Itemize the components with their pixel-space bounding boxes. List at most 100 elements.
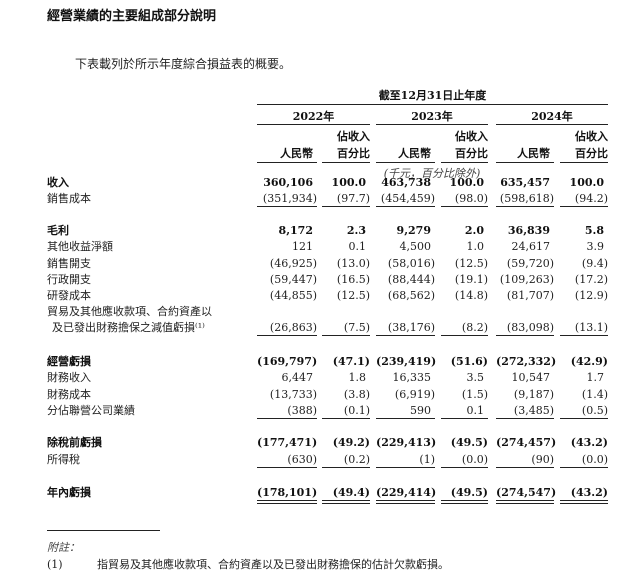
row-label: 行政開支 <box>47 273 91 286</box>
pct-col-header: 佔收入 <box>337 130 370 143</box>
total-double-rule <box>560 500 608 504</box>
intro-text: 下表載列於所示年度綜合損益表的概要。 <box>75 57 292 71</box>
column-header-rule <box>496 162 554 163</box>
column-header-rule <box>376 162 435 163</box>
table-cell: 100.0 <box>331 176 366 189</box>
row-label: 財務收入 <box>47 371 91 384</box>
table-cell: 2.3 <box>346 224 366 237</box>
table-cell: (109,263) <box>499 273 554 286</box>
table-cell: (83,098) <box>506 321 554 334</box>
row-label: 貿易及其他應收款項、合約資產以 <box>47 305 212 318</box>
table-cell: (274,457) <box>496 436 557 449</box>
subtotal-rule <box>322 335 370 336</box>
subtotal-rule <box>560 467 608 468</box>
table-cell: (47.1) <box>332 355 370 368</box>
rmb-col-header: 人民幣 <box>517 147 550 160</box>
table-cell: 24,617 <box>511 240 551 253</box>
unit-note: (千元，百分比除外) <box>383 167 481 180</box>
table-cell: 8,172 <box>278 224 313 237</box>
table-cell: 635,457 <box>500 176 550 189</box>
pct-col-header: 百分比 <box>337 147 370 160</box>
table-cell: (26,863) <box>269 321 317 334</box>
table-cell: (274,547) <box>496 486 557 499</box>
table-cell: (1.4) <box>581 388 608 401</box>
row-label: 財務成本 <box>47 388 91 401</box>
period-header: 截至12月31日止年度 <box>378 89 487 102</box>
table-cell: 10,547 <box>511 371 551 384</box>
table-cell: (90) <box>531 453 554 466</box>
table-cell: (14.8) <box>454 289 488 302</box>
table-cell: (97.7) <box>336 192 370 205</box>
section-title: 經營業績的主要組成部分說明 <box>47 9 217 24</box>
table-cell: (0.2) <box>343 453 370 466</box>
row-label: 銷售成本 <box>47 192 91 205</box>
table-cell: (68,562) <box>387 289 435 302</box>
table-cell: 1.7 <box>586 371 605 384</box>
table-cell: 1.8 <box>348 371 367 384</box>
table-cell: (9.4) <box>581 257 608 270</box>
column-header-rule <box>441 162 488 163</box>
subtotal-rule <box>376 335 435 336</box>
table-cell: (49.5) <box>450 436 488 449</box>
row-label: 分佔聯營公司業績 <box>47 404 135 417</box>
table-cell: 3.5 <box>466 371 485 384</box>
table-cell: (49.5) <box>450 486 488 499</box>
column-header-rule <box>322 162 370 163</box>
table-cell: 1.0 <box>466 240 485 253</box>
table-cell: (229,414) <box>376 486 437 499</box>
column-header-rule <box>560 162 608 163</box>
total-double-rule <box>376 500 435 504</box>
table-cell: (7.5) <box>343 321 370 334</box>
table-cell: 16,335 <box>392 371 432 384</box>
table-cell: 36,839 <box>507 224 550 237</box>
table-cell: (12.5) <box>454 257 488 270</box>
total-double-rule <box>257 500 317 504</box>
table-cell: (42.9) <box>570 355 608 368</box>
table-cell: (88,444) <box>387 273 435 286</box>
year-rule <box>376 124 488 125</box>
row-label: 研發成本 <box>47 289 91 302</box>
table-cell: (38,176) <box>387 321 435 334</box>
row-label: 所得稅 <box>47 453 80 466</box>
year-rule <box>496 124 608 125</box>
table-cell: (59,720) <box>506 257 554 270</box>
table-cell: 100.0 <box>569 176 604 189</box>
table-cell: 9,279 <box>396 224 431 237</box>
table-cell: (94.2) <box>574 192 608 205</box>
table-cell: (1) <box>419 453 435 466</box>
table-cell: (0.0) <box>461 453 488 466</box>
table-cell: (43.2) <box>570 486 608 499</box>
table-cell: (3,485) <box>513 404 554 417</box>
total-double-rule <box>441 500 488 504</box>
table-cell: (81,707) <box>506 289 554 302</box>
table-cell: (17.2) <box>574 273 608 286</box>
table-cell: (16.5) <box>336 273 370 286</box>
subtotal-rule <box>560 335 608 336</box>
table-cell: (19.1) <box>454 273 488 286</box>
subtotal-rule <box>257 418 317 419</box>
table-cell: (3.8) <box>343 388 370 401</box>
subtotal-rule <box>441 335 488 336</box>
note-text: 指貿易及其他應收款項、合約資產以及已發出財務擔保的估計欠款虧損。 <box>97 558 449 571</box>
pct-col-header: 佔收入 <box>575 130 608 143</box>
table-cell: (51.6) <box>450 355 488 368</box>
table-cell: 6,447 <box>281 371 314 384</box>
table-cell: (0.1) <box>343 404 370 417</box>
pct-col-header: 佔收入 <box>455 130 488 143</box>
subtotal-rule <box>376 467 435 468</box>
row-label: 經營虧損 <box>47 355 91 368</box>
table-cell: (178,101) <box>257 486 318 499</box>
subtotal-rule <box>322 418 370 419</box>
table-cell: (13.0) <box>336 257 370 270</box>
table-cell: (0.5) <box>581 404 608 417</box>
rmb-col-header: 人民幣 <box>398 147 431 160</box>
table-cell: (0.0) <box>581 453 608 466</box>
table-cell: (8.2) <box>461 321 488 334</box>
table-cell: (388) <box>287 404 317 417</box>
total-double-rule <box>496 500 554 504</box>
table-cell: (6,919) <box>394 388 435 401</box>
column-header-rule <box>257 162 317 163</box>
subtotal-rule <box>441 418 488 419</box>
table-cell: (98.0) <box>454 192 488 205</box>
